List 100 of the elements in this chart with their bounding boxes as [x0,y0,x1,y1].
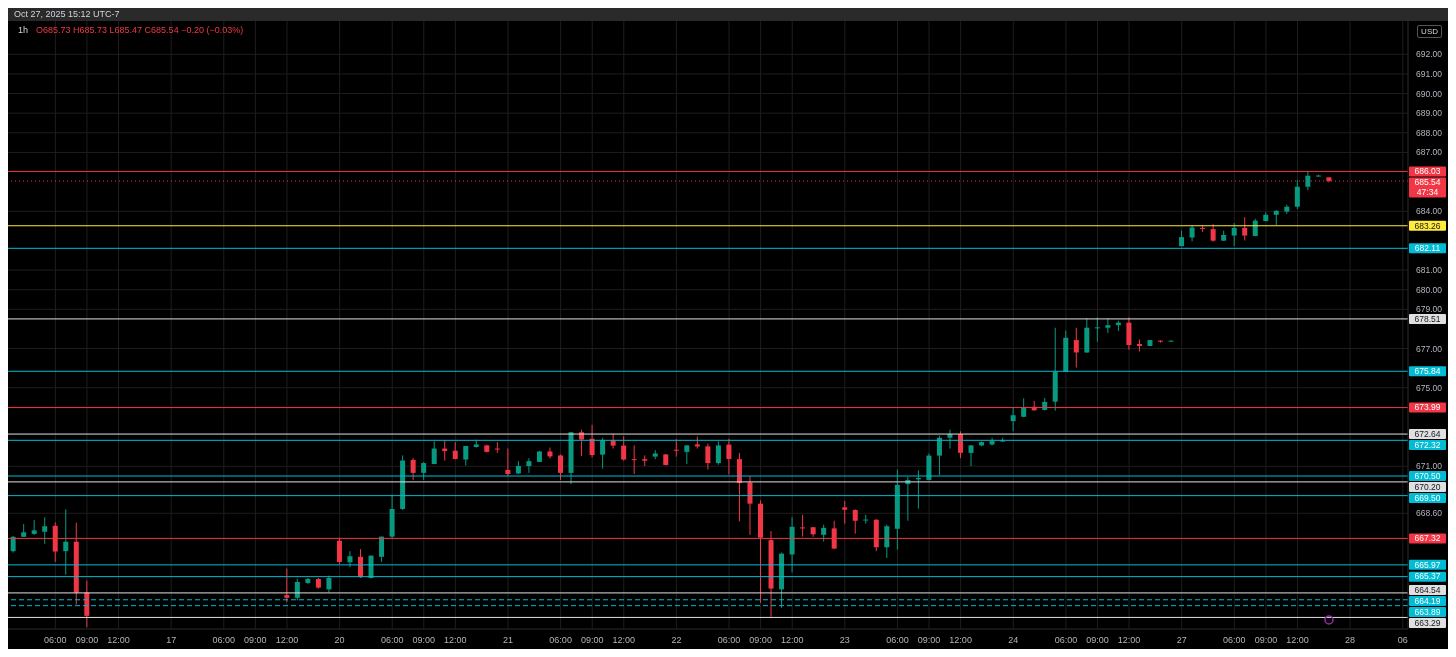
y-tick-label: 689.00 [1416,108,1443,119]
ref-line-label: 683.26 [1414,220,1441,231]
x-tick-label: 09:00 [244,635,267,646]
x-tick-label: 12:00 [780,635,804,646]
candlestick [526,457,532,474]
y-tick-label: 671.00 [1416,461,1443,472]
candlestick [1231,222,1237,247]
candlestick [631,444,637,475]
candlestick [884,524,890,559]
x-tick-label: 09:00 [917,635,941,646]
x-tick-label: 28 [1345,635,1356,646]
y-tick-label: 681.00 [1416,265,1443,276]
candlestick [1105,317,1111,334]
x-tick-label: 09:00 [75,635,99,646]
x-tick-label: 09:00 [1254,635,1278,646]
y-tick-label: 668.60 [1416,508,1443,519]
x-tick-label: 21 [502,635,514,646]
x-tick-label: 06:00 [44,635,67,646]
ref-line-label: 682.11 [1414,243,1441,254]
x-tick-label: 27 [1176,635,1187,646]
y-tick-label: 684.00 [1416,206,1443,217]
x-tick-label: 12:00 [612,635,636,646]
y-tick-label: 690.00 [1416,88,1443,99]
candlestick [958,430,963,459]
chart-subtitle: O685.73 H685.73 L685.47 C685.54 −0.20 (−0.03%) [36,25,244,35]
ref-line-label: 667.32 [1414,533,1441,544]
y-tick-label: 691.00 [1416,68,1443,79]
ref-line-label: 685.54 47:34 [1414,177,1441,198]
candlestick [715,441,721,466]
candlestick [1294,179,1300,210]
candlestick [726,438,732,475]
candlestick [1126,317,1132,351]
candlestick [42,516,48,545]
ref-line-label: 678.51 [1414,313,1441,324]
x-tick-label: 12:00 [107,635,130,646]
x-tick-label: 06:00 [886,635,909,646]
x-tick-label: 06:00 [717,635,741,646]
candlestick [1242,216,1248,241]
x-tick-label: 06:00 [1223,635,1246,646]
x-tick-label: 24 [1008,635,1019,646]
ref-line-label: 670.20 [1414,481,1441,492]
ref-line-label: 665.37 [1414,571,1441,582]
x-tick-label: 23 [839,635,850,646]
candlestick [673,438,679,458]
x-tick-label: 12:00 [949,635,972,646]
chart-title: 1h [18,25,29,35]
x-tick-label: 09:00 [580,635,604,646]
candlestick [63,508,69,576]
ref-line-label: 672.64 [1414,428,1441,439]
x-tick-label: 06 [1397,635,1408,646]
ref-line-label: 664.54 [1414,584,1441,595]
text: Oct 27, 2025 15:12 UTC-7 [14,9,120,19]
x-tick-label: 09:00 [412,635,436,646]
x-tick-label: 06:00 [549,635,572,646]
candlestick [1010,406,1016,432]
x-tick-label: 12:00 [1286,635,1309,646]
candlestick [410,457,416,481]
candlestick [494,441,500,454]
candlestick [1094,317,1100,343]
ref-line-label: 663.89 [1414,606,1441,617]
y-tick-label: 687.00 [1416,147,1443,158]
candlestick [968,444,974,467]
ref-line-label: 675.84 [1414,366,1441,377]
y-tick-label: 680.00 [1416,284,1443,295]
y-tick-label: 675.00 [1416,382,1443,393]
candlestick [936,435,942,476]
x-tick-label: 20 [334,635,345,646]
ref-line-label: 665.97 [1414,559,1441,570]
candlestick [558,453,563,481]
ref-line-label: 670.50 [1414,470,1441,481]
y-tick-label: 679.00 [1416,304,1443,315]
ref-line-label: 669.50 [1414,492,1441,503]
x-tick-label: 09:00 [749,635,772,646]
x-tick-label: 06:00 [212,635,236,646]
x-tick-label: 06:00 [1054,635,1078,646]
x-tick-label: 12:00 [444,635,467,646]
candlestick [284,568,290,603]
x-tick-label: 12:00 [275,635,299,646]
ref-line-label: 663.29 [1414,617,1441,628]
y-tick-label: 677.00 [1416,343,1443,354]
candlestick [347,550,353,568]
ref-line-label: 664.19 [1414,595,1441,606]
ref-line-label: 672.32 [1414,439,1441,450]
candlestick [842,500,848,525]
y-tick-label: 692.00 [1416,49,1443,60]
candlestick [1073,327,1079,369]
x-tick-label: 09:00 [1086,635,1109,646]
candlestick [621,435,627,462]
candlestick [600,437,606,470]
y-axis-title: USD [1417,25,1442,38]
x-tick-label: 17 [166,635,177,646]
x-tick-label: 12:00 [1117,635,1141,646]
x-tick-label: 22 [671,635,682,646]
candlestick [589,424,595,458]
ref-line-label: 673.99 [1414,402,1441,413]
candlestick [747,475,753,536]
candlestick [852,508,858,535]
x-tick-label: 06:00 [380,635,404,646]
candlestick [705,443,711,471]
candlestick [379,536,385,563]
